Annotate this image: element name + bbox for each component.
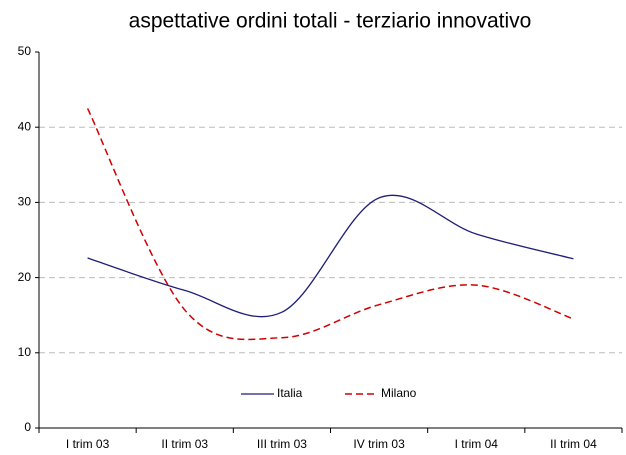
x-tick-label: II trim 03: [161, 437, 208, 451]
y-tick-label: 20: [18, 270, 32, 284]
legend-label: Italia: [277, 386, 303, 400]
y-tick-label: 30: [18, 195, 32, 209]
y-tick-label: 40: [18, 119, 32, 133]
y-tick-label: 10: [18, 345, 32, 359]
x-tick-label: I trim 03: [66, 437, 110, 451]
line-series: [87, 194, 574, 318]
x-tick-label: IV trim 03: [353, 437, 405, 451]
x-tick-label: II trim 04: [550, 437, 597, 451]
y-tick-label: 50: [18, 44, 32, 58]
legend-label: Milano: [381, 386, 417, 400]
chart-title: aspettative ordini totali - terziario in…: [129, 10, 532, 33]
y-tick-label: 0: [24, 420, 31, 434]
x-tick-label: III trim 03: [257, 437, 307, 451]
line-series: [86, 108, 574, 341]
x-tick-label: I trim 04: [455, 437, 499, 451]
